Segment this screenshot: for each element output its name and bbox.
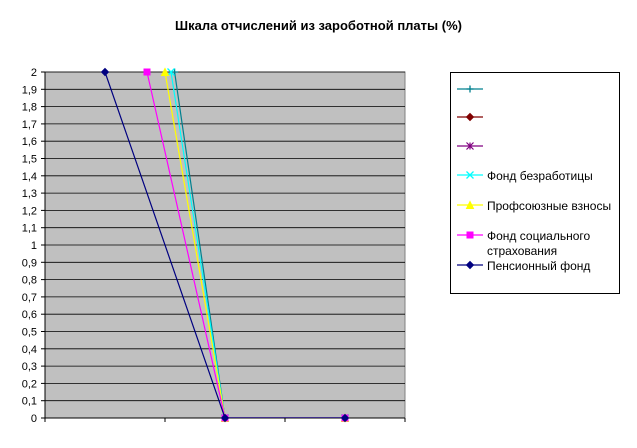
y-tick-label: 1,3 (22, 188, 37, 200)
y-tick-label: 0,3 (22, 361, 37, 373)
data-point (171, 68, 179, 76)
series-line (146, 72, 345, 418)
y-tick-label: 0,2 (22, 378, 37, 390)
series-line (164, 72, 345, 418)
data-point (340, 413, 350, 423)
y-tick-label: 1,7 (22, 119, 37, 131)
y-tick-label: 1,4 (22, 171, 37, 183)
data-point (167, 68, 175, 76)
legend-marker (466, 142, 474, 150)
legend-label: Фонд безработицы (487, 169, 593, 183)
legend-marker (466, 231, 474, 239)
legend-marker (466, 85, 474, 93)
y-tick-label: 1 (31, 240, 37, 252)
y-tick-label: 1,2 (22, 205, 37, 217)
y-tick-label: 0,1 (22, 396, 37, 408)
data-point (160, 67, 170, 76)
legend-marker (465, 260, 475, 270)
legend-marker (465, 112, 475, 122)
y-tick-label: 1,8 (22, 102, 37, 114)
data-point (143, 68, 151, 76)
legend: Фонд безработицы Профсоюзные взносы Фонд с… (450, 72, 620, 294)
data-point (220, 413, 230, 423)
legend-marker (465, 200, 475, 209)
legend-label: Пенсионный фонд (487, 259, 591, 273)
legend-swatch (457, 200, 483, 209)
legend-marker (466, 171, 474, 179)
y-tick-label: 1,9 (22, 84, 37, 96)
legend-swatch (457, 260, 483, 270)
y-tick-label: 2 (31, 67, 37, 79)
legend-swatch (457, 85, 483, 93)
series-line (174, 72, 345, 418)
y-tick-label: 0 (31, 413, 37, 425)
y-tick-label: 1,1 (22, 223, 37, 235)
legend-swatch (457, 231, 483, 239)
y-tick-label: 0,4 (22, 344, 37, 356)
y-tick-label: 0,6 (22, 309, 37, 321)
legend-label: Фонд социального страхования (487, 229, 591, 258)
data-point (100, 67, 110, 77)
y-tick-label: 1,5 (22, 154, 37, 166)
y-tick-label: 0,7 (22, 292, 37, 304)
y-tick-label: 0,9 (22, 257, 37, 269)
legend-swatch (457, 142, 483, 150)
legend-label: Профсоюзные взносы (487, 199, 612, 213)
chart-title: Шкала отчислений из зароботной платы (%) (175, 18, 462, 33)
y-tick-label: 0,8 (22, 275, 37, 287)
legend-swatch (457, 171, 483, 179)
series-7 (100, 67, 350, 423)
legend-swatch (457, 112, 483, 122)
y-tick-label: 1,6 (22, 136, 37, 148)
y-tick-label: 0,5 (22, 327, 37, 339)
series-line (104, 72, 345, 418)
series-line (170, 72, 345, 418)
